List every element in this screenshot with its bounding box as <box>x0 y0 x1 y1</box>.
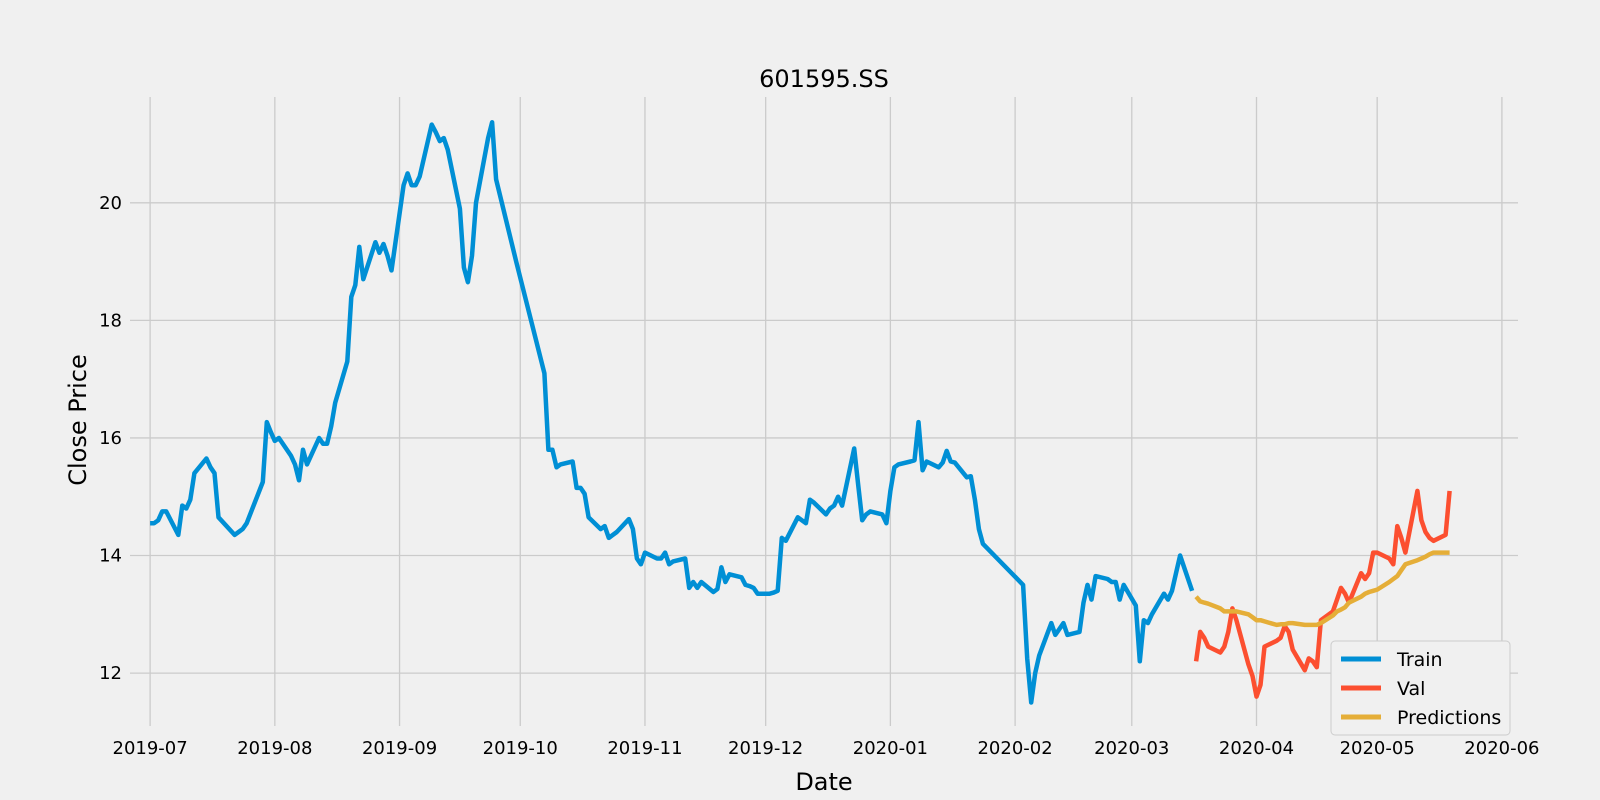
y-tick-label: 12 <box>99 663 122 684</box>
series-line-val <box>1193 488 1452 699</box>
x-tick-label: 2020-04 <box>1219 738 1294 759</box>
x-tick-label: 2020-06 <box>1464 738 1539 759</box>
x-tick-label: 2020-03 <box>1094 738 1169 759</box>
y-tick-label: 16 <box>99 428 122 449</box>
legend: Train Val Predictions <box>1330 640 1511 736</box>
y-axis-ticks: 12 14 16 18 20 <box>99 193 122 684</box>
legend-label-train: Train <box>1396 649 1443 671</box>
chart-title: 601595.SS <box>759 65 889 93</box>
x-tick-label: 2020-01 <box>853 738 928 759</box>
legend-box <box>1330 640 1511 736</box>
series-lines <box>150 120 1452 705</box>
x-tick-label: 2019-11 <box>607 738 682 759</box>
y-tick-label: 14 <box>99 546 122 567</box>
legend-label-predictions: Predictions <box>1397 707 1501 729</box>
x-axis-label: Date <box>795 768 852 796</box>
y-tick-label: 18 <box>99 310 122 331</box>
x-tick-label: 2019-08 <box>237 738 312 759</box>
legend-label-val: Val <box>1397 678 1425 700</box>
y-axis-label: Close Price <box>64 354 92 486</box>
x-tick-label: 2019-10 <box>483 738 558 759</box>
x-axis-ticks: 2019-07 2019-08 2019-09 2019-10 2019-11 2019-… <box>113 738 1540 759</box>
x-tick-label: 2019-12 <box>728 738 803 759</box>
x-tick-label: 2020-05 <box>1340 738 1415 759</box>
series-line-predictions <box>1194 550 1450 628</box>
x-tick-label: 2020-02 <box>977 738 1052 759</box>
x-tick-label: 2019-07 <box>113 738 188 759</box>
x-tick-label: 2019-09 <box>362 738 437 759</box>
series-line-train <box>150 120 1195 705</box>
y-tick-label: 20 <box>99 193 122 214</box>
